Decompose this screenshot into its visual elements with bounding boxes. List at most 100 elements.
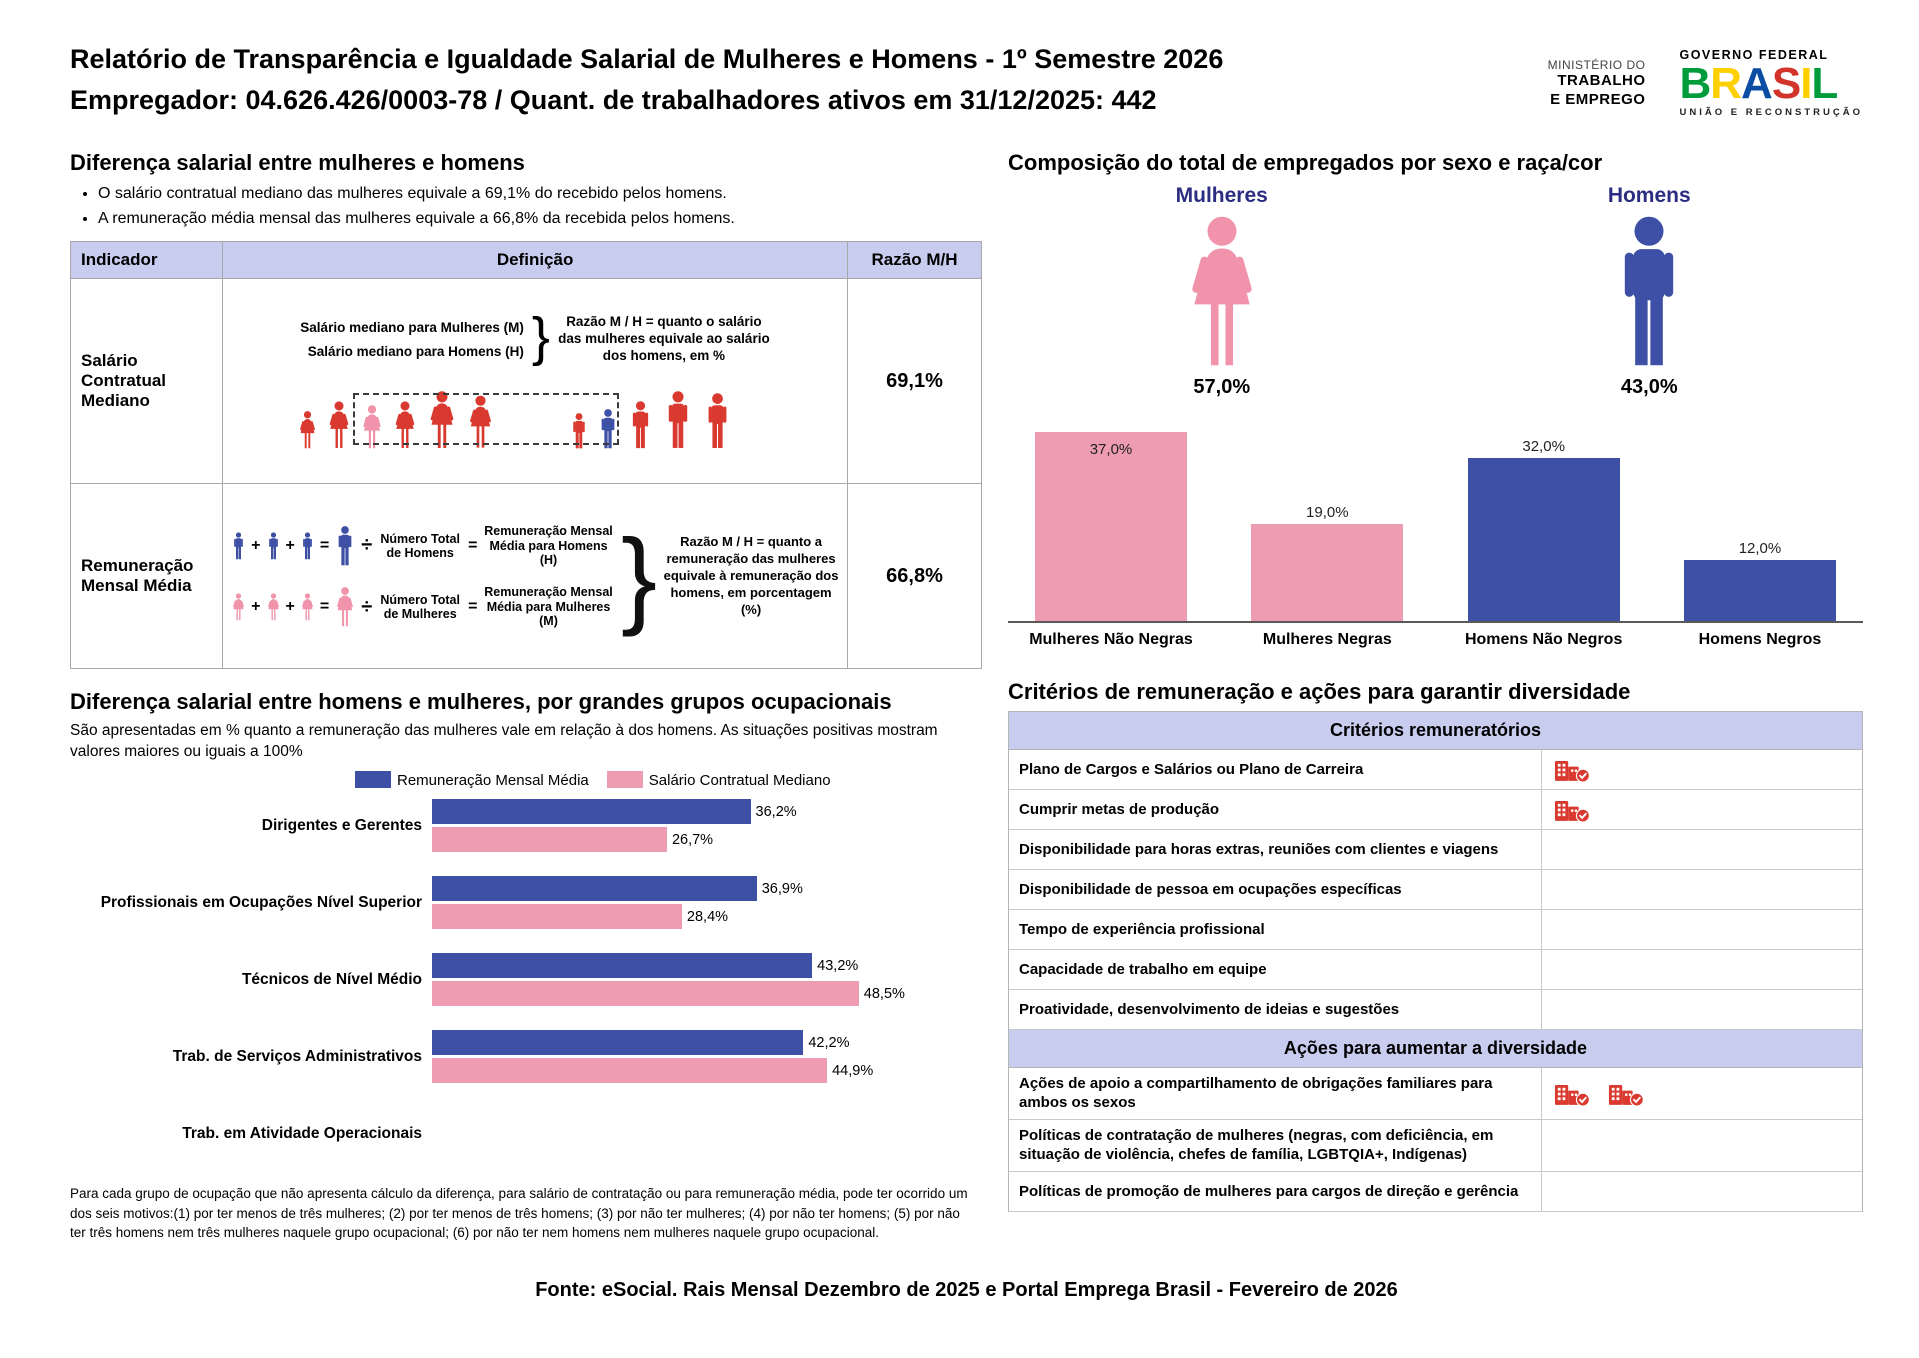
ratio-value: 66,8%: [847, 483, 982, 670]
chart-row: Dirigentes e Gerentes 36,2% 26,7%: [70, 799, 982, 853]
legend-swatch-blue: [355, 771, 391, 789]
female-percentage: 57,0%: [1193, 375, 1251, 398]
criterion-status: [1542, 1068, 1862, 1119]
legend-swatch-pink: [606, 771, 643, 789]
woman-icon: [297, 411, 318, 449]
brasil-wordmark-icon: BRASIL: [1679, 59, 1838, 108]
woman-icon: [266, 593, 281, 621]
bar-mediano: [432, 981, 859, 1007]
composition-chart: 37,0% 19,0% 32,0% 12,0%: [1008, 415, 1863, 623]
chart-row: Trab. em Atividade Operacionais: [182, 1124, 422, 1142]
ministry-line: TRABALHO: [1557, 72, 1646, 89]
woman-icon: [326, 401, 352, 449]
ministry-line: MINISTÉRIO DO: [1547, 58, 1646, 72]
men-result-label: Remuneração Mensal Média para Homens (H): [484, 524, 613, 568]
bar: [1035, 432, 1187, 621]
logo-block: MINISTÉRIO DO TRABALHO E EMPREGO GOVERNO…: [1548, 34, 1863, 118]
woman-icon: [334, 587, 356, 627]
criterion-status: [1542, 990, 1862, 1029]
men-divisor-label: Número Total de Homens: [380, 531, 460, 560]
median-women-label: Salário mediano para Mulheres (M): [300, 319, 524, 335]
criterion-status: [1542, 950, 1862, 989]
title-block: Relatório de Transparência e Igualdade S…: [70, 34, 1223, 116]
criterion-status: [1542, 1120, 1862, 1171]
female-summary: Mulheres 57,0%: [1008, 184, 1436, 399]
main-grid: Diferença salarial entre mulheres e home…: [69, 138, 1863, 1243]
ratio-note: Razão M / H = quanto a remuneração das m…: [663, 534, 839, 617]
criterion-status: [1542, 870, 1862, 909]
male-summary: Homens 43,0%: [1436, 184, 1864, 399]
chart-column: 12,0%: [1665, 540, 1855, 621]
ratio-value: 69,1%: [847, 278, 982, 485]
criterion-status: [1542, 1172, 1862, 1211]
women-divisor-label: Número Total de Mulheres: [380, 592, 460, 622]
row-salario-mediano: Salário Contratual Mediano Salário media…: [69, 278, 982, 485]
company-check-icon: [1554, 796, 1590, 823]
bar: [1251, 523, 1404, 621]
bar-media: [432, 1030, 804, 1056]
left-column: Diferença salarial entre mulheres e home…: [69, 138, 982, 1243]
definition-table: Indicador Definição Razão M/H Salário Co…: [69, 241, 982, 670]
company-check-icon: [1554, 756, 1590, 783]
definition-cell: + + = ÷ Número Total de Homens =: [222, 483, 849, 670]
criteria-heading: Critérios de remuneração e ações para ga…: [1008, 678, 1631, 704]
sex-summary: Mulheres 57,0% Homens 43,0%: [1008, 184, 1863, 399]
page-title: Relatório de Transparência e Igualdade S…: [70, 44, 1224, 74]
occupational-section: Diferença salarial entre homens e mulher…: [70, 689, 982, 1243]
bar-mediano: [432, 904, 682, 930]
source-footer: Fonte: eSocial. Rais Mensal Dezembro de …: [535, 1279, 1398, 1301]
criteria-row: Proatividade, desenvolvimento de ideias …: [1009, 989, 1862, 1030]
criteria-band: Critérios remuneratórios: [1009, 711, 1862, 750]
definition-table-header: Indicador Definição Razão M/H: [69, 241, 982, 280]
legend-item: Remuneração Mensal Média: [355, 771, 589, 789]
composition-section: Composição do total de empregados por se…: [1008, 150, 1863, 649]
indicator-label: Salário Contratual Mediano: [69, 278, 224, 485]
median-men-label: Salário mediano para Homens (H): [307, 343, 524, 359]
bar-media: [432, 876, 757, 902]
male-label: Homens: [1607, 183, 1691, 207]
mte-logo: MINISTÉRIO DO TRABALHO E EMPREGO: [1548, 48, 1646, 110]
man-icon: [334, 526, 356, 566]
men-average-formula: + + = ÷ Número Total de Homens =: [231, 524, 615, 567]
salary-gap-section: Diferença salarial entre mulheres e home…: [69, 149, 982, 670]
occupational-chart: Dirigentes e Gerentes 36,2% 26,7% Profis…: [70, 799, 982, 1160]
company-check-icon: [1608, 1080, 1644, 1107]
criteria-row: Disponibilidade de pessoa em ocupações e…: [1009, 869, 1862, 910]
women-result-label: Remuneração Mensal Média para Mulheres (…: [484, 585, 613, 629]
salary-gap-bullets: O salário contratual mediano das mulhere…: [84, 182, 982, 232]
occupational-footnote: Para cada grupo de ocupação que não apre…: [70, 1186, 968, 1241]
man-icon: [1607, 216, 1691, 368]
criteria-row: Políticas de promoção de mulheres para c…: [1009, 1171, 1862, 1212]
chart-column: 32,0%: [1449, 438, 1639, 621]
man-icon: [702, 393, 733, 449]
govbr-motto: UNIÃO E RECONSTRUÇÃO: [1679, 106, 1863, 118]
man-icon: [231, 532, 246, 560]
criteria-table: Critérios remuneratórios Plano de Cargos…: [1008, 710, 1863, 1212]
woman-icon: [1179, 216, 1265, 368]
bullet-item: A remuneração média mensal das mulheres …: [98, 207, 982, 232]
criteria-section: Critérios de remuneração e ações para ga…: [1008, 679, 1863, 1212]
right-column: Composição do total de empregados por se…: [1008, 138, 1863, 1243]
brace-glyph: }: [620, 515, 658, 637]
salary-gap-heading: Diferença salarial entre mulheres e home…: [70, 149, 525, 175]
composition-heading: Composição do total de empregados por se…: [1008, 149, 1603, 175]
criteria-row: Plano de Cargos e Salários ou Plano de C…: [1009, 749, 1862, 790]
chart-row: Trab. de Serviços Administrativos 42,2% …: [70, 1030, 982, 1084]
definition-cell: Salário mediano para Mulheres (M) Salári…: [222, 278, 849, 485]
occupational-subtitle: São apresentadas em % quanto a remuneraç…: [70, 722, 938, 761]
occupational-heading: Diferença salarial entre homens e mulher…: [70, 689, 892, 715]
criterion-status: [1542, 910, 1862, 949]
col-razao: Razão M/H: [847, 241, 982, 280]
woman-icon: [300, 593, 315, 621]
bar-media: [432, 953, 813, 979]
governo-federal-label: GOVERNO FEDERAL: [1679, 48, 1829, 62]
row-remuneracao-media: Remuneração Mensal Média + +: [69, 483, 982, 670]
bar-media: [432, 799, 751, 825]
govbr-logo: GOVERNO FEDERAL BRASIL UNIÃO E RECONSTRU…: [1679, 48, 1863, 118]
bar-mediano: [432, 1058, 828, 1084]
chart-row: Técnicos de Nível Médio 43,2% 48,5%: [70, 953, 982, 1007]
woman-icon: [231, 593, 246, 621]
bar: [1467, 457, 1620, 621]
criteria-band: Ações para aumentar a diversidade: [1009, 1029, 1862, 1068]
composition-axis-labels: Mulheres Não Negras Mulheres Negras Home…: [1029, 630, 1822, 648]
